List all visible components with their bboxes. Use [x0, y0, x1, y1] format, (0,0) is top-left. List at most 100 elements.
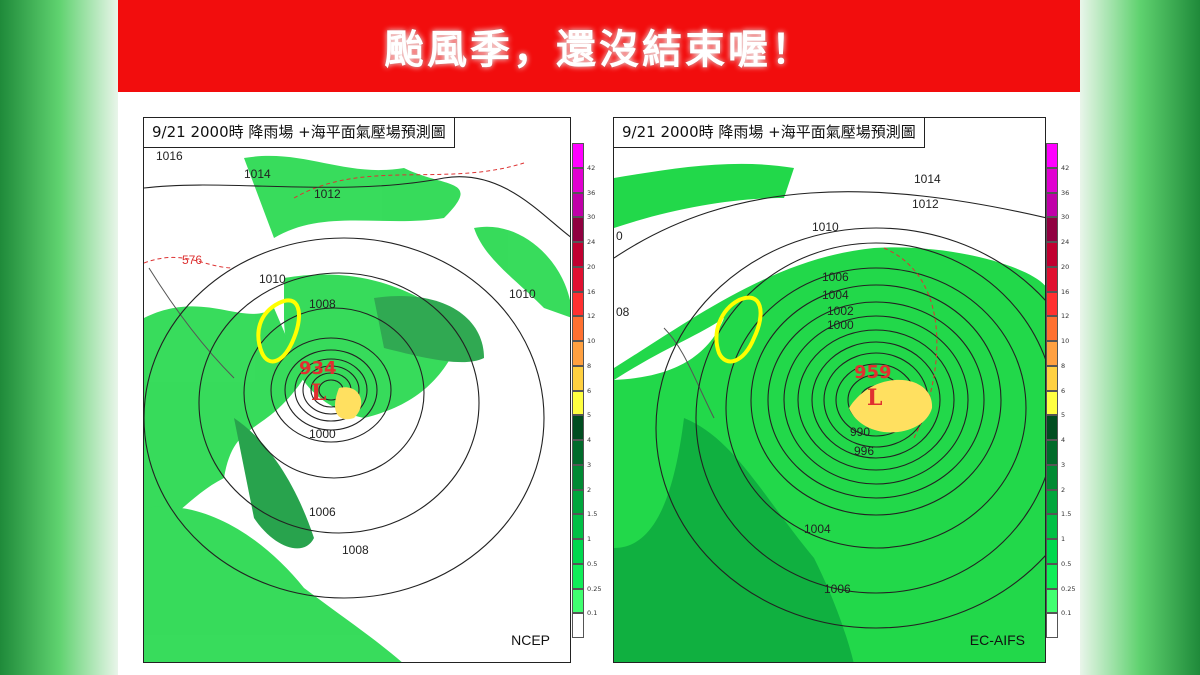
contour-label: 1006 — [822, 270, 849, 284]
colorbar-label: 42 — [1061, 163, 1070, 172]
colorbar-segment — [1046, 143, 1058, 168]
colorbar-label: 10 — [1061, 337, 1070, 345]
colorbar-segment — [572, 539, 584, 564]
colorbar-segment — [572, 440, 584, 465]
colorbar-label: 8 — [1061, 361, 1066, 370]
contour-label: 996 — [854, 444, 874, 458]
colorbar-label: 36 — [1061, 188, 1070, 197]
colorbar-segment — [1046, 192, 1058, 218]
contour-label: 1004 — [822, 288, 849, 302]
colorbar-segment — [1046, 539, 1058, 564]
colorbar-label: 3 — [1061, 460, 1066, 469]
colorbar-segment — [572, 514, 584, 539]
colorbar-label: 4 — [1061, 436, 1066, 444]
colorbar-label: 12 — [1061, 312, 1070, 321]
colorbar-label: 1.5 — [1061, 510, 1072, 519]
colorbar-segment — [1046, 588, 1058, 614]
ec-aifs-map-panel: 9/21 2000時 降雨場 +海平面氣壓場預測圖 1014 1012 1010… — [613, 117, 1046, 663]
colorbar-segment — [1046, 489, 1058, 515]
colorbar-label: 5 — [1061, 411, 1066, 420]
colorbar-segment — [572, 316, 584, 341]
contour-label: 08 — [616, 305, 630, 319]
colorbar-segment — [1046, 291, 1058, 317]
center-pressure: 959 — [854, 362, 892, 383]
low-symbol: L — [311, 380, 326, 406]
colorbar-segment — [1046, 563, 1058, 589]
contour-label: 1010 — [259, 272, 286, 286]
colorbar-segment — [572, 266, 584, 292]
colorbar-segment — [572, 217, 584, 242]
colorbar-label: 30 — [1061, 213, 1070, 222]
colorbar-label: 1 — [1061, 535, 1066, 543]
colorbar-segment — [572, 464, 584, 490]
colorbar-label: 24 — [1061, 238, 1070, 246]
colorbar-label: 36 — [587, 188, 596, 197]
colorbar-label: 2 — [587, 485, 592, 494]
colorbar-segment — [1046, 390, 1058, 416]
colorbar-label: 1.5 — [587, 510, 598, 519]
colorbar-label: 3 — [587, 460, 592, 469]
contour-label: 1008 — [309, 297, 336, 311]
colorbar-segment — [1046, 242, 1058, 267]
colorbar-label: 1 — [587, 535, 592, 543]
colorbar-segment — [1046, 613, 1058, 638]
colorbar-segment — [1046, 415, 1058, 440]
contour-label: 1014 — [914, 172, 941, 186]
colorbar-label: 6 — [1061, 386, 1066, 395]
model-label: NCEP — [511, 632, 550, 648]
colorbar-segment — [1046, 167, 1058, 193]
banner: 颱風季，還沒結束喔！ — [118, 0, 1080, 92]
contour-label: 990 — [850, 425, 870, 439]
banner-title: 颱風季，還沒結束喔！ — [384, 27, 814, 73]
colorbar-segment — [1046, 316, 1058, 341]
colorbar-segment — [572, 588, 584, 614]
colorbar-segment — [572, 143, 584, 168]
contour-label: 1000 — [827, 318, 854, 332]
colorbar-segment — [1046, 464, 1058, 490]
contour-label: 1006 — [824, 582, 851, 596]
colorbar-segment — [1046, 514, 1058, 539]
colorbar-label: 16 — [587, 287, 596, 296]
low-symbol: L — [867, 385, 882, 411]
colorbar-label: 0.5 — [587, 559, 598, 568]
content: 颱風季，還沒結束喔！ 9/21 2000時 降雨場 +海平面氣壓場預測圖 101… — [118, 0, 1080, 675]
colorbar-segment — [572, 291, 584, 317]
contour-label: 1010 — [812, 220, 839, 234]
colorbar-segment — [572, 365, 584, 391]
model-label: EC-AIFS — [969, 632, 1025, 648]
colorbar-label: 42 — [587, 163, 596, 172]
colorbar-label: 10 — [587, 337, 596, 345]
colorbar-segment — [572, 613, 584, 638]
colorbar-label: 30 — [587, 213, 596, 222]
map-title: 9/21 2000時 降雨場 +海平面氣壓場預測圖 — [614, 118, 925, 148]
contour-label: 1010 — [509, 287, 536, 301]
colorbar-segment — [572, 563, 584, 589]
contour-label: 576 — [182, 253, 202, 267]
colorbar-label: 20 — [587, 262, 596, 271]
background-left — [0, 0, 118, 675]
colorbar-segment — [572, 192, 584, 218]
colorbar-segment — [1046, 440, 1058, 465]
colorbar-segment — [572, 242, 584, 267]
colorbar-segment — [1046, 341, 1058, 366]
contour-label: 1002 — [827, 304, 854, 318]
colorbar-left: 42 36 30 24 20 16 12 10 8 6 5 4 3 2 1.5 1 0.5 0.25 0.1 — [572, 143, 612, 638]
ncep-map: 1016 1014 1012 576 1010 1008 1010 1000 1… — [144, 149, 570, 662]
contour-label: 1012 — [912, 197, 939, 211]
contour-label: 0 — [616, 229, 623, 243]
center-pressure: 934 — [299, 358, 337, 379]
colorbar-label: 2 — [1061, 485, 1066, 494]
colorbar-label: 24 — [587, 238, 596, 246]
ncep-map-panel: 9/21 2000時 降雨場 +海平面氣壓場預測圖 1016 1014 1012… — [143, 117, 571, 663]
colorbar-label: 0.5 — [1061, 559, 1072, 568]
colorbar-label: 20 — [1061, 262, 1070, 271]
contour-label: 1014 — [244, 167, 271, 181]
colorbar-segment — [572, 167, 584, 193]
contour-label: 1008 — [342, 543, 369, 557]
contour-label: 1016 — [156, 149, 183, 163]
colorbar-label: 12 — [587, 312, 596, 321]
colorbar-segment — [1046, 365, 1058, 391]
colorbar-label: 5 — [587, 411, 592, 420]
colorbar-segment — [1046, 266, 1058, 292]
colorbar-label: 16 — [1061, 287, 1070, 296]
